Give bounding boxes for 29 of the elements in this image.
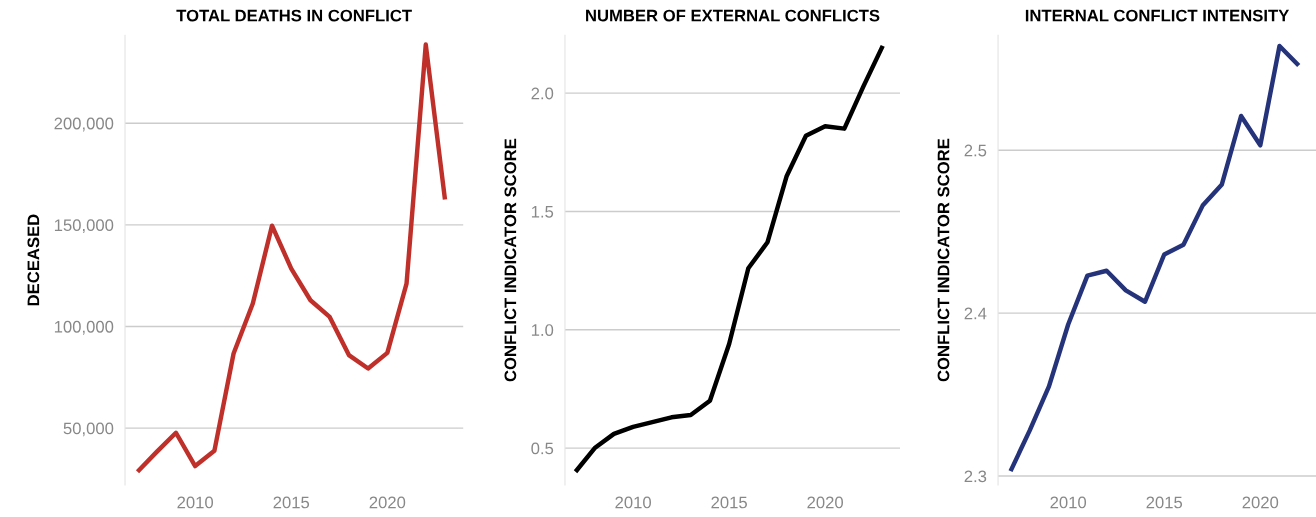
y-axis-title: CONFLICT INDICATOR SCORE [937, 138, 950, 382]
x-tick-label: 2010 [615, 496, 652, 509]
line-series [1008, 43, 1301, 474]
y-tick-label: 200,000 [54, 117, 114, 132]
y-tick-label: 100,000 [54, 320, 114, 335]
y-tick-label: 50,000 [63, 422, 114, 437]
y-tick-label: 1.0 [531, 324, 554, 336]
chart-title: NUMBER OF EXTERNAL CONFLICTS [586, 9, 880, 22]
chart-title: INTERNAL CONFLICT INTENSITY [1025, 9, 1290, 22]
line-series [573, 43, 885, 474]
y-tick-label: 0.5 [531, 442, 554, 455]
chart-title: TOTAL DEATHS IN CONFLICT [176, 9, 412, 22]
line-series [135, 42, 448, 475]
x-tick-label: 2015 [711, 496, 747, 509]
x-tick-label: 2020 [807, 496, 844, 509]
x-tick-label: 2020 [1242, 496, 1279, 509]
y-axis-title: CONFLICT INDICATOR SCORE [504, 138, 517, 382]
y-tick-label: 2.3 [964, 470, 987, 483]
y-tick-label: 1.5 [531, 206, 554, 218]
x-tick-label: 2010 [1050, 496, 1087, 509]
x-tick-label: 2020 [369, 496, 406, 509]
y-tick-label: 2.4 [964, 307, 987, 320]
y-axis-title: DECEASED [27, 214, 40, 306]
x-tick-label: 2015 [273, 496, 310, 509]
x-tick-label: 2015 [1146, 496, 1183, 509]
x-tick-label: 2010 [177, 496, 214, 509]
y-tick-label: 2.5 [964, 144, 987, 157]
y-tick-label: 150,000 [54, 219, 114, 234]
y-tick-label: 2.0 [531, 87, 554, 100]
